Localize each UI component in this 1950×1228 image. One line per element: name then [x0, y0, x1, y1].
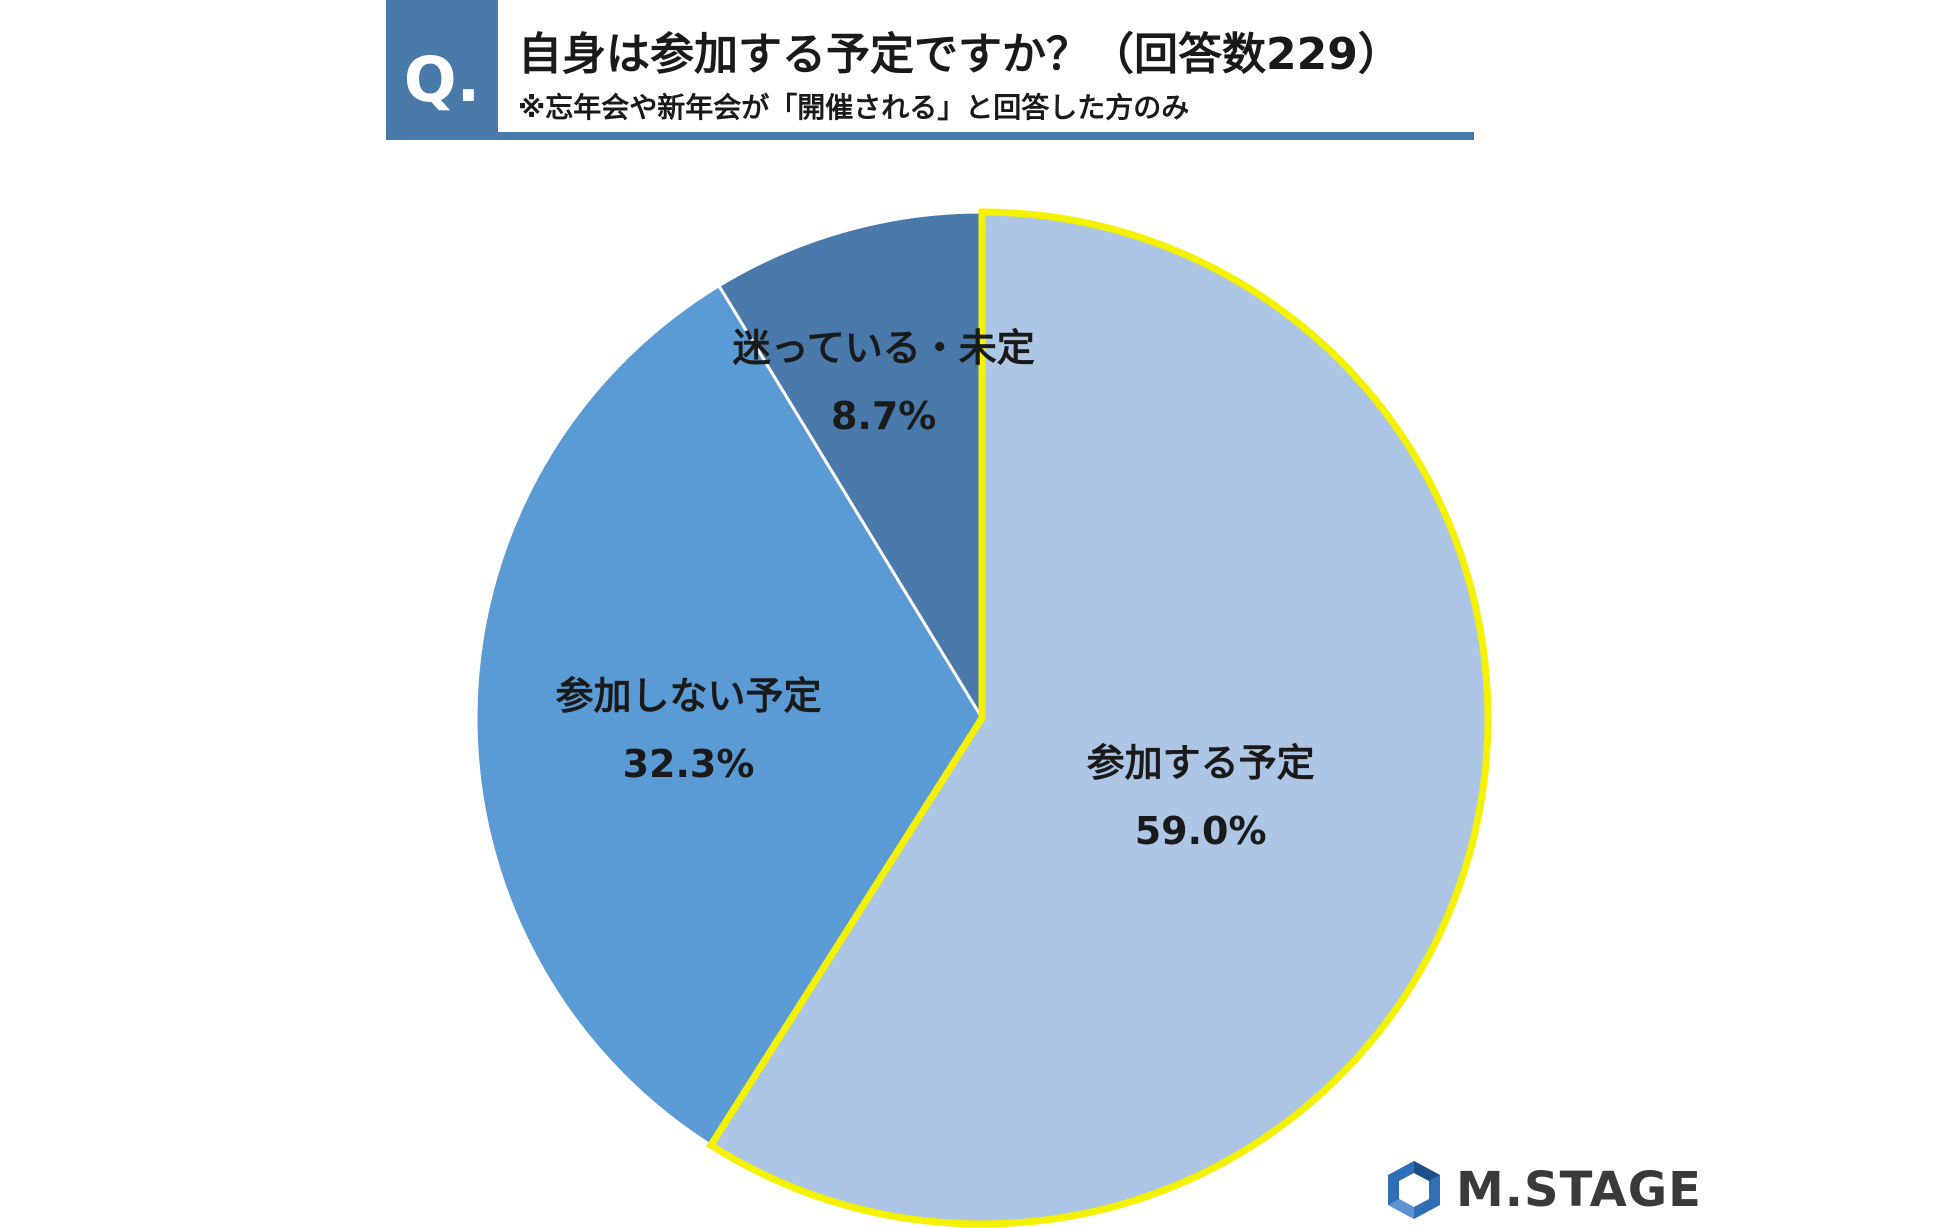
slice-label-attend: 参加する予定 59.0%	[1087, 732, 1315, 853]
slice-label-undecided: 迷っている・未定 8.7%	[733, 317, 1035, 438]
question-subtitle: ※忘年会や新年会が「開催される」と回答した方のみ	[518, 91, 1190, 124]
slice-value-undecided: 8.7%	[830, 394, 937, 439]
slice-label-not-attend: 参加しない予定 32.3%	[556, 665, 822, 786]
slice-name-undecided: 迷っている・未定	[732, 326, 1035, 371]
header-underline	[386, 132, 1474, 140]
slice-name-not-attend: 参加しない予定	[555, 674, 822, 719]
slice-value-not-attend: 32.3%	[622, 742, 755, 787]
slice-name-attend: 参加する予定	[1086, 740, 1315, 785]
mstage-logo: M.STAGE	[1386, 1158, 1702, 1222]
slice-undecided	[716, 210, 984, 724]
slice-highlight-outline	[706, 208, 1492, 1228]
question-badge: Q.	[386, 0, 498, 140]
logo-mark-icon	[1388, 1161, 1440, 1219]
logo-text: M.STAGE	[1456, 1162, 1702, 1218]
slice-not-attend	[474, 283, 984, 1148]
slice-value-attend: 59.0%	[1134, 808, 1267, 853]
question-title: 自身は参加する予定ですか？（回答数229）	[518, 29, 1402, 80]
question-header: Q. 自身は参加する予定ですか？（回答数229） ※忘年会や新年会が「開催される…	[386, 0, 1474, 140]
